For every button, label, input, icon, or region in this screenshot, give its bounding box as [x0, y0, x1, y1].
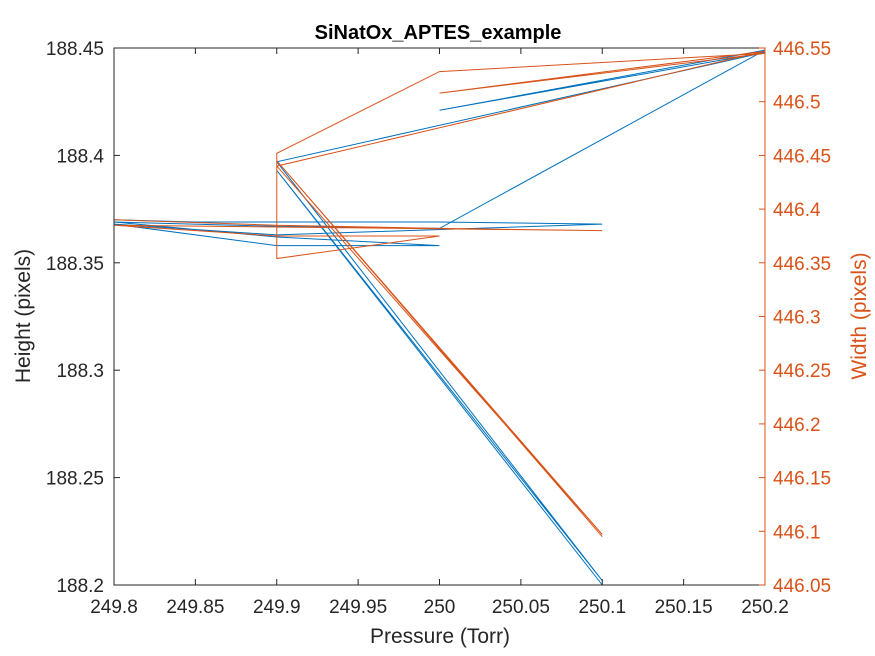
- right-y-tick-label: 446.35: [773, 254, 831, 275]
- right-y-tick-label: 446.25: [773, 361, 831, 382]
- left-y-tick-label: 188.3: [56, 361, 104, 382]
- right-y-tick-label: 446.5: [773, 93, 821, 114]
- x-tick-label: 249.8: [90, 597, 138, 618]
- x-tick-label: 249.9: [253, 597, 301, 618]
- x-tick-label: 250.15: [655, 597, 713, 618]
- right-y-tick-label: 446.45: [773, 146, 831, 167]
- x-axis-label: Pressure (Torr): [370, 625, 510, 648]
- right-y-tick-label: 446.55: [773, 39, 831, 60]
- left-y-tick-label: 188.4: [56, 146, 104, 167]
- plot-area: [113, 49, 766, 586]
- right-y-tick-label: 446.05: [773, 576, 831, 597]
- right-y-tick-label: 446.15: [773, 469, 831, 490]
- chart-title: SiNatOx_APTES_example: [315, 22, 562, 44]
- left-y-axis: 188.2 188.25 188.3 188.35 188.4 188.45: [46, 39, 120, 597]
- left-y-axis-label: Height (pixels): [12, 249, 35, 383]
- right-y-tick-label: 446.3: [773, 308, 821, 329]
- right-y-tick-label: 446.2: [773, 415, 821, 436]
- width-series-line: [113, 50, 766, 538]
- right-y-tick-label: 446.4: [773, 200, 821, 221]
- left-y-tick-label: 188.2: [56, 576, 104, 597]
- left-y-tick-label: 188.25: [46, 469, 104, 490]
- x-tick-label: 249.85: [166, 597, 224, 618]
- x-axis: 249.8 249.85 249.9 249.95 250 250.05 250.1 250.…: [90, 48, 789, 618]
- right-y-tick-label: 446.1: [773, 522, 821, 543]
- right-y-axis: 446.05 446.1 446.15 446.2 446.25 446.3 446.35 4…: [759, 39, 831, 597]
- x-tick-label: 249.95: [329, 597, 387, 618]
- height-series-line: [113, 49, 766, 586]
- right-y-axis-label: Width (pixels): [848, 252, 871, 379]
- x-tick-label: 250.1: [578, 597, 626, 618]
- left-y-tick-label: 188.35: [46, 254, 104, 275]
- x-tick-label: 250.05: [492, 597, 550, 618]
- axes-box: [113, 47, 766, 586]
- x-tick-label: 250: [424, 597, 456, 618]
- x-tick-label: 250.2: [741, 597, 789, 618]
- left-y-tick-label: 188.45: [46, 39, 104, 60]
